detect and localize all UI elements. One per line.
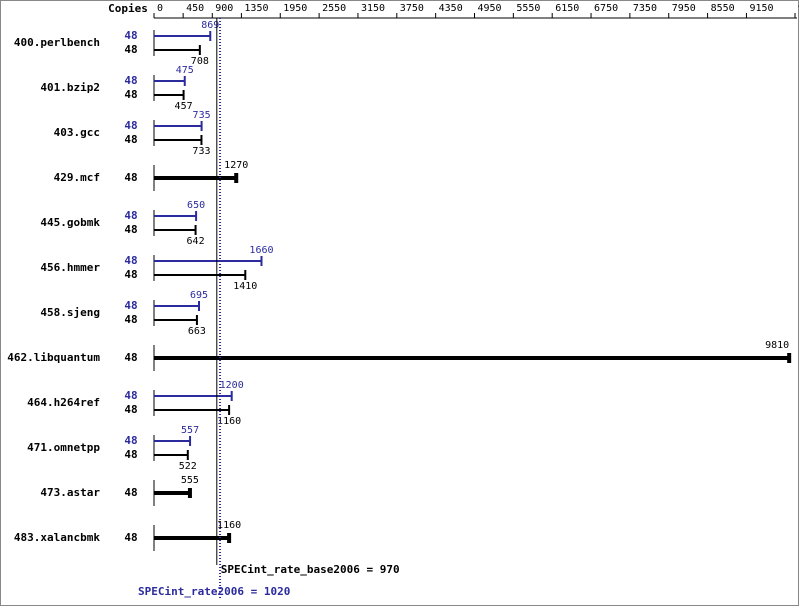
bar <box>154 391 233 401</box>
value-label: 733 <box>192 146 210 157</box>
bar <box>154 121 203 131</box>
value-label: 557 <box>181 425 199 436</box>
x-tick-label: 7950 <box>672 3 696 14</box>
value-label: 735 <box>193 110 211 121</box>
copies-label: 48 <box>124 268 137 281</box>
copies-label: 48 <box>124 133 137 146</box>
value-label: 695 <box>190 290 208 301</box>
x-tick-label: 1950 <box>283 3 307 14</box>
value-label: 1270 <box>224 160 248 171</box>
bar <box>154 45 201 55</box>
copies-label: 48 <box>124 171 137 184</box>
value-label: 1660 <box>249 245 273 256</box>
benchmark-label: 400.perlbench <box>14 36 100 49</box>
bar <box>154 270 247 280</box>
value-label: 869 <box>201 20 219 31</box>
copies-label: 48 <box>124 209 137 222</box>
copies-label: 48 <box>124 254 137 267</box>
copies-label: 48 <box>124 313 137 326</box>
x-tick-label: 2550 <box>322 3 346 14</box>
value-label: 475 <box>176 65 194 76</box>
bar <box>154 90 185 100</box>
x-tick-label: 8550 <box>711 3 735 14</box>
x-tick-label: 450 <box>186 3 204 14</box>
bar <box>154 76 186 86</box>
bar <box>154 353 792 363</box>
x-tick-label: 0 <box>157 3 163 14</box>
copies-label: 48 <box>124 389 137 402</box>
benchmark-label: 445.gobmk <box>40 216 100 229</box>
bar <box>154 488 192 498</box>
benchmark-label: 473.astar <box>40 486 100 499</box>
benchmark-label: 464.h264ref <box>27 396 100 409</box>
copies-header: Copies <box>108 2 148 15</box>
copies-label: 48 <box>124 486 137 499</box>
x-tick-label: 9150 <box>749 3 773 14</box>
copies-label: 48 <box>124 448 137 461</box>
x-tick-label: 1350 <box>244 3 268 14</box>
bar <box>154 225 197 235</box>
copies-label: 48 <box>124 434 137 447</box>
value-label: 1160 <box>217 416 241 427</box>
bar <box>154 173 239 183</box>
value-label: 708 <box>191 56 209 67</box>
bar <box>154 211 198 221</box>
copies-label: 48 <box>124 119 137 132</box>
copies-label: 48 <box>124 299 137 312</box>
benchmark-label: 458.sjeng <box>40 306 100 319</box>
x-tick-label: 6150 <box>555 3 579 14</box>
bar <box>154 31 212 41</box>
x-tick-label: 3750 <box>400 3 424 14</box>
bar <box>154 436 192 446</box>
bar <box>154 301 200 311</box>
benchmark-label: 456.hmmer <box>40 261 100 274</box>
copies-label: 48 <box>124 223 137 236</box>
value-label: 1200 <box>220 380 244 391</box>
copies-label: 48 <box>124 351 137 364</box>
benchmark-label: 403.gcc <box>54 126 100 139</box>
value-label: 1410 <box>233 281 257 292</box>
x-tick-label: 5550 <box>516 3 540 14</box>
x-tick-label: 900 <box>215 3 233 14</box>
bar <box>154 450 189 460</box>
copies-label: 48 <box>124 403 137 416</box>
value-label: 642 <box>187 236 205 247</box>
value-label: 522 <box>179 461 197 472</box>
x-tick-label: 7350 <box>633 3 657 14</box>
bar <box>154 315 198 325</box>
copies-label: 48 <box>124 43 137 56</box>
value-label: 9810 <box>765 340 789 351</box>
x-tick-label: 6750 <box>594 3 618 14</box>
benchmark-label: 429.mcf <box>54 171 100 184</box>
x-tick-label: 4350 <box>439 3 463 14</box>
value-label: 650 <box>187 200 205 211</box>
copies-label: 48 <box>124 531 137 544</box>
copies-label: 48 <box>124 74 137 87</box>
reference-label: SPECint_rate_base2006 = 970 <box>221 563 400 576</box>
value-label: 555 <box>181 475 199 486</box>
benchmark-label: 401.bzip2 <box>40 81 100 94</box>
bar <box>154 256 263 266</box>
copies-label: 48 <box>124 88 137 101</box>
benchmark-label: 471.omnetpp <box>27 441 100 454</box>
x-tick-label: 3150 <box>361 3 385 14</box>
reference-label: SPECint_rate2006 = 1020 <box>138 585 290 598</box>
benchmark-label: 483.xalancbmk <box>14 531 100 544</box>
bar <box>154 135 203 145</box>
value-label: 1160 <box>217 520 241 531</box>
copies-label: 48 <box>124 29 137 42</box>
benchmark-label: 462.libquantum <box>7 351 100 364</box>
value-label: 663 <box>188 326 206 337</box>
value-label: 457 <box>175 101 193 112</box>
x-tick-label: 4950 <box>478 3 502 14</box>
